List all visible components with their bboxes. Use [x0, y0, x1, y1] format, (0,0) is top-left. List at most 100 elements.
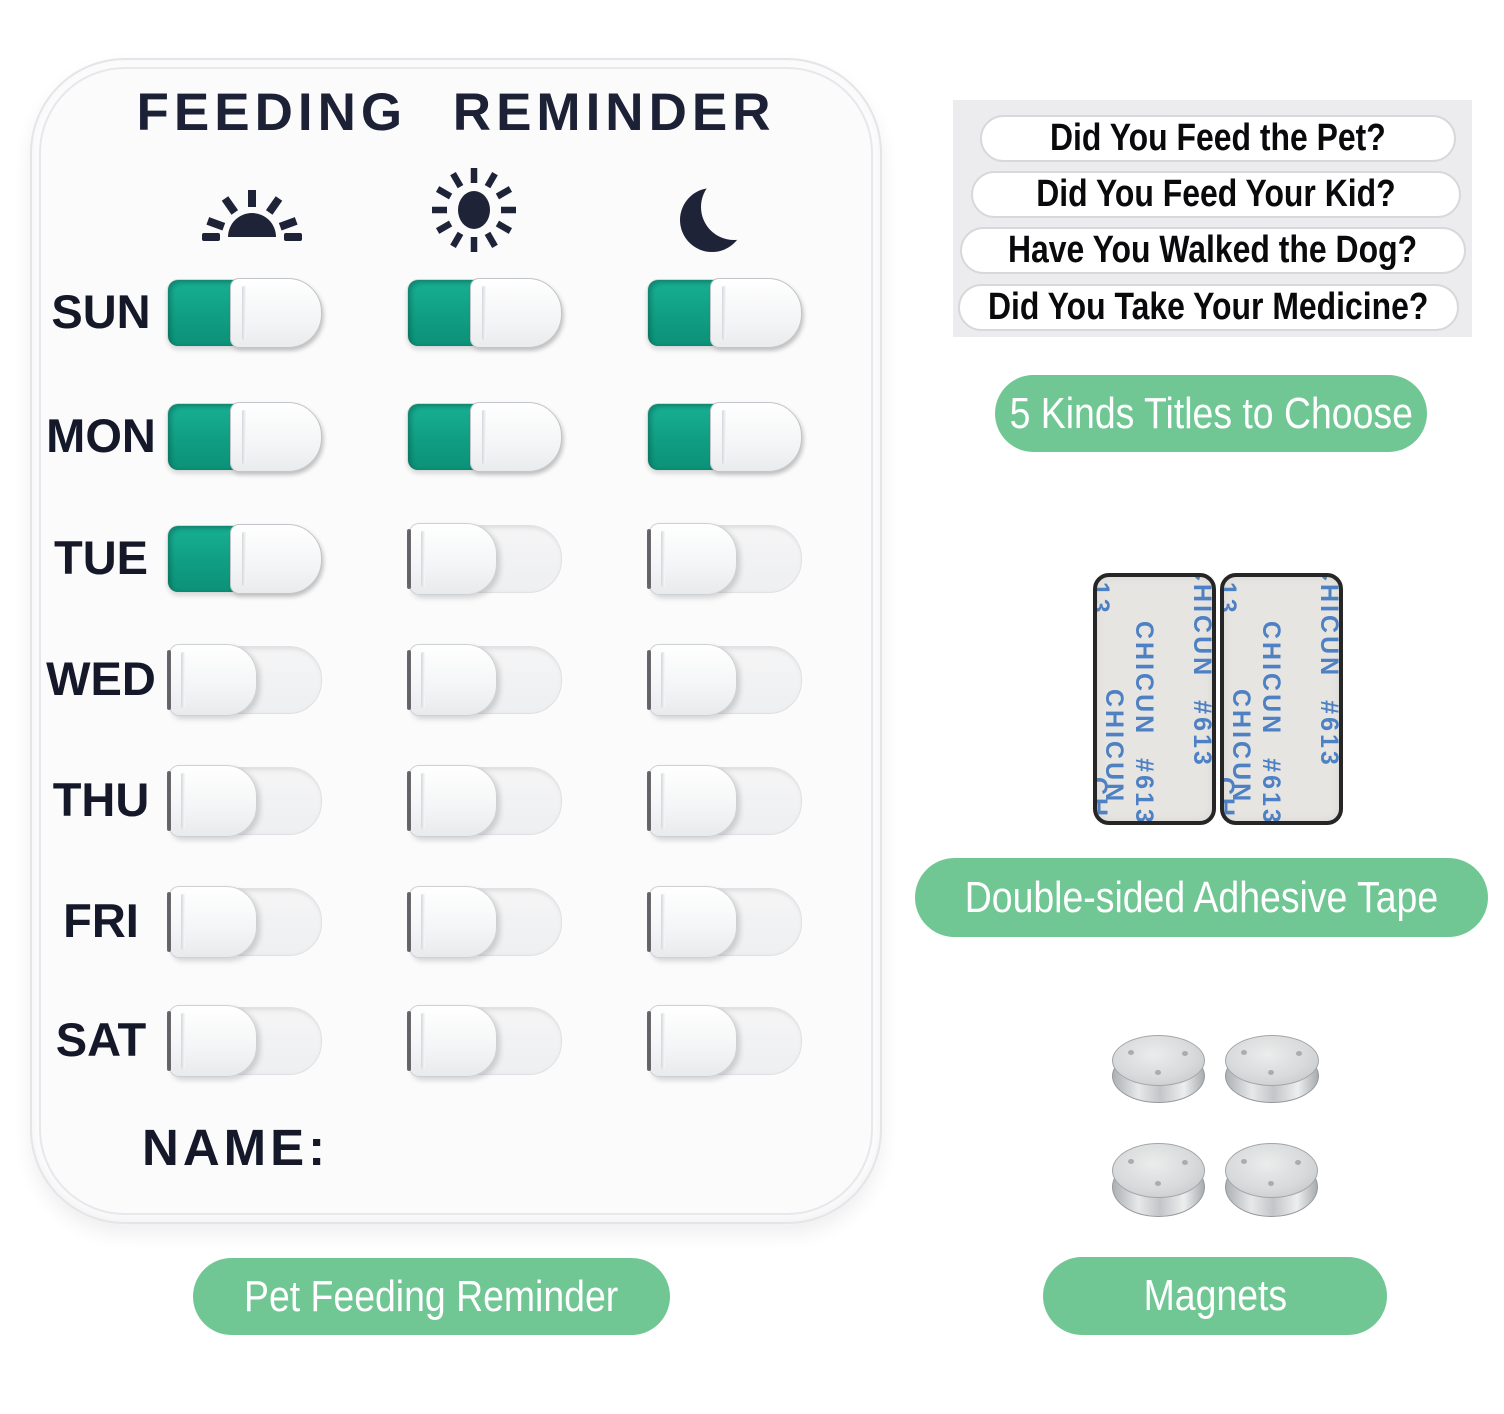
toggle-knob[interactable]: [649, 765, 737, 837]
toggle-knob[interactable]: [230, 402, 322, 472]
toggle-sun-morning[interactable]: [167, 278, 322, 348]
toggle-thu-morning[interactable]: [167, 765, 322, 837]
toggle-green-fill: [168, 280, 238, 346]
day-label-tue: TUE: [54, 531, 148, 584]
magnets-caption-text: Magnets: [1143, 1271, 1287, 1320]
moon-icon: [678, 172, 767, 271]
tape-brand-text: CHICUN #613: [1188, 573, 1216, 768]
toggle-green-fill: [168, 526, 238, 592]
title-sticker: Have You Walked the Dog?: [960, 227, 1466, 274]
toggle-tue-morning[interactable]: [167, 524, 322, 594]
toggle-sat-noon[interactable]: [407, 1005, 562, 1077]
toggle-knob[interactable]: [409, 523, 497, 595]
magnet-face: [1112, 1143, 1205, 1199]
toggle-tue-noon[interactable]: [407, 523, 562, 595]
feeding-reminder-board: FEEDING REMINDER: [30, 58, 882, 1224]
tape-brand-text: 613: [1093, 577, 1114, 616]
tape-brand-text: CHICUN #613: [1100, 689, 1128, 825]
day-label-mon: MON: [46, 409, 156, 462]
magnet-disc: [1225, 1035, 1319, 1103]
magnet-disc: [1112, 1035, 1205, 1103]
toggle-mon-morning[interactable]: [167, 402, 322, 472]
magnet-disc: [1225, 1143, 1318, 1217]
toggle-wed-evening[interactable]: [647, 644, 802, 716]
toggle-knob[interactable]: [470, 402, 562, 472]
title-sticker-text: Have You Walked the Dog?: [1008, 229, 1418, 271]
toggle-mon-evening[interactable]: [647, 402, 802, 472]
board-caption-text: Pet Feeding Reminder: [244, 1271, 619, 1321]
day-row-mon: MON: [32, 402, 880, 472]
toggle-thu-noon[interactable]: [407, 765, 562, 837]
title-sticker-text: Did You Feed the Pet?: [1050, 117, 1386, 159]
toggle-knob[interactable]: [649, 523, 737, 595]
toggle-fri-evening[interactable]: [647, 886, 802, 958]
toggle-tue-evening[interactable]: [647, 523, 802, 595]
day-label-fri: FRI: [63, 894, 139, 947]
tape-brand-text: CHICUN #613: [1130, 621, 1158, 825]
magnet-face: [1112, 1035, 1205, 1086]
toggle-knob[interactable]: [710, 278, 802, 348]
toggle-sat-morning[interactable]: [167, 1005, 322, 1077]
board-title: FEEDING REMINDER: [136, 83, 776, 142]
title-sticker: Did You Take Your Medicine?: [958, 284, 1459, 331]
toggle-sat-evening[interactable]: [647, 1005, 802, 1077]
toggle-knob[interactable]: [710, 402, 802, 472]
day-row-sat: SAT: [32, 1005, 880, 1077]
title-sticker-text: Did You Feed Your Kid?: [1036, 173, 1396, 215]
toggle-knob[interactable]: [169, 1005, 257, 1077]
tape-caption-pill: Double-sided Adhesive Tape: [915, 858, 1488, 937]
toggle-green-fill: [408, 280, 478, 346]
toggle-knob[interactable]: [470, 278, 562, 348]
toggle-knob[interactable]: [169, 886, 257, 958]
toggle-green-fill: [408, 404, 478, 470]
day-label-thu: THU: [52, 773, 150, 826]
title-sticker-sheet: Did You Feed the Pet? Did You Feed Your K…: [953, 100, 1472, 337]
name-label: NAME:: [142, 1119, 330, 1176]
toggle-knob[interactable]: [169, 765, 257, 837]
toggle-knob[interactable]: [230, 524, 322, 594]
day-label-wed: WED: [46, 652, 156, 705]
day-row-tue: TUE: [32, 523, 880, 595]
magnet-face: [1225, 1035, 1319, 1086]
toggle-knob[interactable]: [409, 765, 497, 837]
tape-caption-text: Double-sided Adhesive Tape: [964, 872, 1439, 922]
toggle-fri-morning[interactable]: [167, 886, 322, 958]
day-label-sat: SAT: [55, 1013, 147, 1066]
tape-brand-text: CHICUN: [1097, 777, 1112, 821]
toggle-mon-noon[interactable]: [407, 402, 562, 472]
toggle-green-fill: [648, 280, 718, 346]
day-row-sun: SUN: [32, 278, 880, 348]
sunrise-icon: [200, 176, 304, 257]
title-sticker-text: Did You Take Your Medicine?: [988, 286, 1429, 328]
day-label-sun: SUN: [51, 285, 151, 338]
toggle-knob[interactable]: [409, 1005, 497, 1077]
toggle-fri-noon[interactable]: [407, 886, 562, 958]
toggle-wed-morning[interactable]: [167, 644, 322, 716]
toggle-thu-evening[interactable]: [647, 765, 802, 837]
toggle-knob[interactable]: [649, 886, 737, 958]
stickers-caption-pill: 5 Kinds Titles to Choose: [995, 375, 1427, 452]
tape-brand-text: 613: [1220, 577, 1241, 616]
title-sticker: Did You Feed Your Kid?: [971, 171, 1461, 218]
toggle-knob[interactable]: [649, 1005, 737, 1077]
magnet-disc: [1112, 1143, 1205, 1217]
toggle-sun-evening[interactable]: [647, 278, 802, 348]
toggle-knob[interactable]: [409, 886, 497, 958]
toggle-knob[interactable]: [169, 644, 257, 716]
toggle-sun-noon[interactable]: [407, 278, 562, 348]
tape-brand-text: CHICUN #613: [1257, 621, 1285, 825]
tape-brand-text: CHICUN #613: [1315, 573, 1343, 768]
board-caption-pill: Pet Feeding Reminder: [193, 1258, 670, 1335]
toggle-knob[interactable]: [230, 278, 322, 348]
day-row-wed: WED: [32, 644, 880, 716]
stickers-caption-text: 5 Kinds Titles to Choose: [1009, 388, 1413, 438]
day-row-fri: FRI: [32, 886, 880, 958]
sun-icon: [428, 164, 520, 261]
toggle-green-fill: [648, 404, 718, 470]
toggle-wed-noon[interactable]: [407, 644, 562, 716]
magnets-caption-pill: Magnets: [1043, 1257, 1387, 1335]
toggle-knob[interactable]: [409, 644, 497, 716]
toggle-knob[interactable]: [649, 644, 737, 716]
